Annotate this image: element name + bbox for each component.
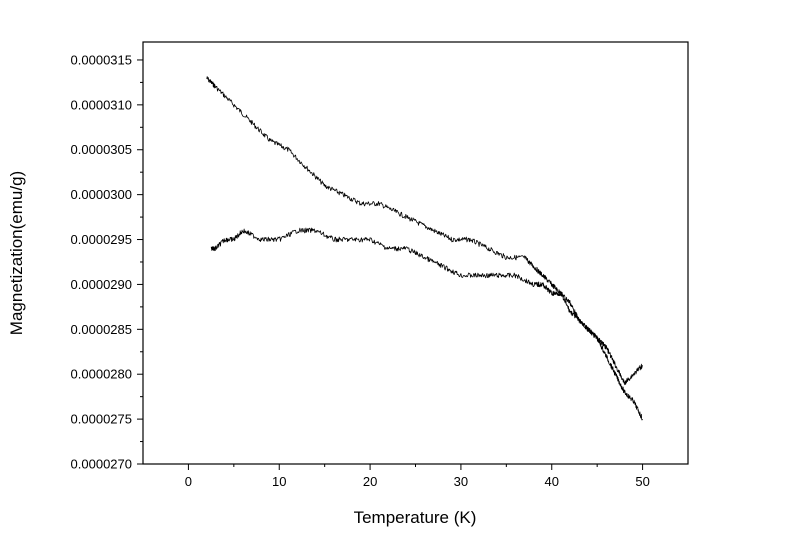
series-line-2 (210, 227, 643, 386)
y-tick-label: 0.0000315 (71, 52, 132, 67)
x-tick-label: 0 (185, 474, 192, 489)
y-tick-label: 0.0000270 (71, 457, 132, 472)
x-tick-label: 40 (545, 474, 559, 489)
y-tick-label: 0.0000275 (71, 412, 132, 427)
x-tick-label: 20 (363, 474, 377, 489)
x-axis: 0 10 20 30 40 50 (185, 464, 650, 489)
y-tick-label: 0.0000285 (71, 322, 132, 337)
series-line-1 (206, 76, 643, 421)
y-tick-label: 0.0000290 (71, 277, 132, 292)
series-layer (206, 76, 643, 421)
x-tick-label: 30 (454, 474, 468, 489)
y-tick-label: 0.0000305 (71, 142, 132, 157)
y-axis: 0.0000270 0.0000275 0.0000280 0.0000285 0.00… (71, 52, 143, 472)
y-tick-label: 0.0000295 (71, 232, 132, 247)
y-tick-label: 0.0000310 (71, 97, 132, 112)
x-axis-title: Temperature (K) (354, 508, 477, 527)
x-tick-label: 50 (635, 474, 649, 489)
y-tick-label: 0.0000280 (71, 367, 132, 382)
y-tick-label: 0.0000300 (71, 187, 132, 202)
x-tick-label: 10 (272, 474, 286, 489)
y-axis-title: Magnetization(emu/g) (7, 171, 26, 335)
